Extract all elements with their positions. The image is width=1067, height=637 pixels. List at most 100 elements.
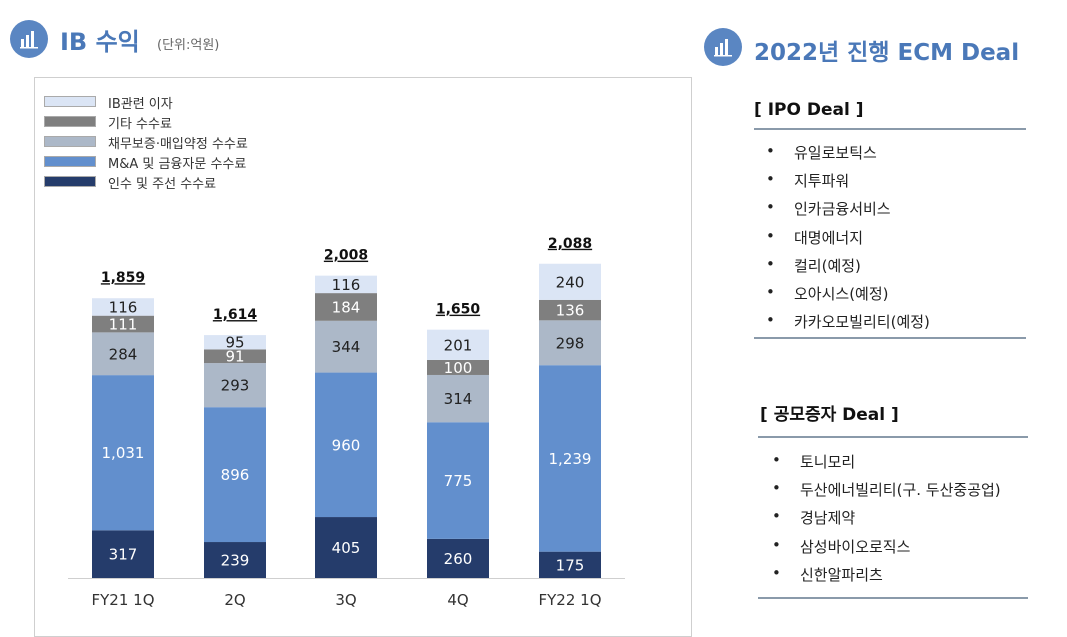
list-item: • 컬리(예정) <box>766 254 861 275</box>
data-label: 201 <box>444 336 473 354</box>
x-tick-label: FY22 1Q <box>539 591 602 609</box>
rights-deal-list: • 토니모리 • 두산에너빌리티(구. 두산중공업) • 경남제약 • 삼성바이오로직스… <box>772 451 1001 592</box>
legend-swatch <box>44 156 96 167</box>
bar-segment <box>92 332 154 376</box>
bar-segment <box>204 542 266 578</box>
unit-label: (단위:억원) <box>157 38 220 53</box>
chart-header-icon <box>10 20 48 58</box>
bullet-icon: • <box>772 507 781 526</box>
legend-label: 인수 및 주선 수수료 <box>108 177 217 192</box>
bar-chart-icon <box>714 39 732 57</box>
bar-segment <box>315 320 377 373</box>
bar-segment <box>204 407 266 543</box>
bullet-icon: • <box>772 535 781 554</box>
legend-swatch <box>44 116 96 127</box>
list-item: • 지투파워 <box>766 170 850 191</box>
rights-bottom-rule <box>758 597 1028 599</box>
bullet-icon: • <box>766 170 775 189</box>
bar-segment <box>539 263 601 300</box>
legend-label: 채무보증·매입약정 수수료 <box>108 137 248 152</box>
x-tick-label: 2Q <box>224 591 245 609</box>
data-label: 896 <box>221 466 250 484</box>
bar-segment <box>315 517 377 578</box>
x-tick-label: 3Q <box>335 591 356 609</box>
x-tick-label: FY21 1Q <box>92 591 155 609</box>
list-item: • 인카금융서비스 <box>766 198 891 219</box>
data-label: 111 <box>109 316 138 334</box>
total-label: 2,008 <box>324 248 368 264</box>
legend-swatch <box>44 96 96 107</box>
data-label: 405 <box>332 539 361 557</box>
data-label: 260 <box>444 550 473 568</box>
bar-segment <box>427 359 489 375</box>
total-label: 2,088 <box>548 236 592 252</box>
data-label: 284 <box>109 345 138 363</box>
data-label: 116 <box>109 298 138 316</box>
data-label: 175 <box>556 556 585 574</box>
bar-segment <box>539 299 601 321</box>
data-label: 239 <box>221 552 250 570</box>
bar-segment <box>427 538 489 578</box>
data-label: 240 <box>556 273 585 291</box>
data-label: 100 <box>444 359 473 377</box>
list-item: • 카카오모빌리티(예정) <box>766 311 930 332</box>
bullet-icon: • <box>766 142 775 160</box>
data-label: 136 <box>556 302 585 320</box>
data-label: 775 <box>444 472 473 490</box>
list-item: • 오아시스(예정) <box>766 282 889 303</box>
rights-section-title: [ 공모증자 Deal ] <box>760 405 899 425</box>
ecm-deal-title: 2022년 진행 ECM Deal <box>754 40 1020 66</box>
bar-segment <box>427 422 489 539</box>
ipo-bottom-rule <box>754 337 1026 339</box>
bullet-icon: • <box>772 479 781 498</box>
data-label: 1,031 <box>102 444 145 462</box>
x-tick-label: 4Q <box>447 591 468 609</box>
list-item: • 유일로보틱스 <box>766 142 877 162</box>
list-item: • 신한알파리츠 <box>772 563 883 584</box>
data-label: 91 <box>225 348 244 366</box>
bar-segment <box>204 349 266 364</box>
bullet-icon: • <box>766 254 775 273</box>
data-label: 960 <box>332 436 361 454</box>
data-label: 298 <box>556 334 585 352</box>
legend-swatch <box>44 136 96 147</box>
data-label: 184 <box>332 298 361 316</box>
bullet-icon: • <box>772 563 781 582</box>
bar-chart-icon <box>20 31 38 49</box>
bar-segment <box>92 298 154 316</box>
bar-segment <box>204 335 266 350</box>
ipo-deal-list: • 유일로보틱스 • 지투파워 • 인카금융서비스 • 대명에너지 • 컬리(예정) • 오… <box>766 142 930 339</box>
list-item: • 대명에너지 <box>766 226 864 247</box>
bar-segment <box>92 530 154 578</box>
bar-segment <box>315 372 377 518</box>
ipo-top-rule <box>754 128 1026 130</box>
legend-label: IB관련 이자 <box>108 97 173 112</box>
bar-segment <box>539 320 601 366</box>
legend-swatch <box>44 176 96 187</box>
data-label: 116 <box>332 276 361 294</box>
data-label: 95 <box>225 334 244 352</box>
data-label: 1,239 <box>549 450 592 468</box>
bullet-icon: • <box>772 451 781 469</box>
total-label: 1,614 <box>213 307 258 323</box>
ipo-section-title: [ IPO Deal ] <box>754 100 864 120</box>
list-item: • 두산에너빌리티(구. 두산중공업) <box>772 479 1001 500</box>
bar-segment <box>427 374 489 423</box>
data-label: 314 <box>444 390 473 408</box>
bar-segment <box>204 363 266 408</box>
total-label: 1,859 <box>101 270 145 286</box>
legend-label: M&A 및 금융자문 수수료 <box>108 157 247 172</box>
bar-segment <box>539 551 601 578</box>
bar-segment <box>427 329 489 360</box>
list-item: • 경남제약 <box>772 507 856 528</box>
bar-segment <box>315 293 377 321</box>
ecm-header-icon <box>704 28 742 66</box>
ib-revenue-title: IB 수익 <box>60 28 140 56</box>
data-label: 344 <box>332 338 361 356</box>
bullet-icon: • <box>766 282 775 301</box>
bar-segment <box>315 275 377 294</box>
bullet-icon: • <box>766 198 775 217</box>
total-label: 1,650 <box>436 302 481 318</box>
bullet-icon: • <box>766 311 775 330</box>
